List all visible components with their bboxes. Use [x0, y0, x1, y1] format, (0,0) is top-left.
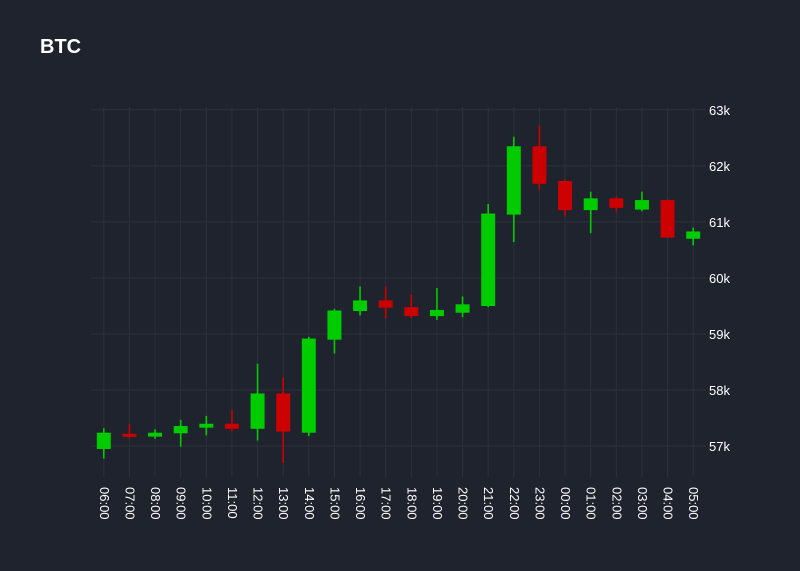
- y-tick-label: 63k: [709, 103, 730, 118]
- candle: [506, 136, 521, 243]
- candle: [404, 294, 419, 319]
- y-tick-label: 57k: [709, 439, 730, 454]
- candle: [660, 199, 675, 238]
- x-tick-label: 22:00: [507, 487, 522, 520]
- candle: [634, 191, 649, 212]
- candle: [609, 196, 624, 213]
- x-tick-label: 11:00: [225, 487, 240, 519]
- candle-body: [148, 432, 163, 437]
- candle-body: [404, 307, 419, 317]
- candle: [327, 308, 342, 354]
- y-tick-label: 61k: [709, 215, 730, 230]
- x-tick-label: 14:00: [302, 487, 317, 520]
- x-tick-label: 17:00: [379, 487, 394, 520]
- x-tick-label: 21:00: [481, 487, 496, 520]
- candle: [224, 409, 239, 432]
- x-tick-label: 19:00: [430, 487, 445, 520]
- x-tick-label: 13:00: [276, 487, 291, 520]
- y-tick-label: 60k: [709, 271, 730, 286]
- candle-body: [455, 304, 470, 313]
- grid: [91, 107, 706, 477]
- candle-body: [224, 423, 239, 429]
- candle-body: [199, 423, 214, 428]
- candle-body: [301, 338, 316, 433]
- candle-body: [122, 433, 137, 437]
- candle-body: [353, 300, 368, 312]
- candle: [429, 288, 444, 321]
- candle-body: [609, 198, 624, 208]
- x-tick-label: 10:00: [199, 487, 214, 520]
- y-tick-label: 58k: [709, 383, 730, 398]
- candle: [122, 423, 137, 438]
- candle: [481, 203, 496, 308]
- candle-body: [250, 393, 265, 429]
- candle-body: [429, 309, 444, 317]
- x-tick-label: 06:00: [97, 487, 112, 520]
- candle: [276, 377, 291, 463]
- candle-body: [686, 231, 701, 239]
- x-tick-label: 08:00: [148, 487, 163, 520]
- candle: [532, 125, 547, 190]
- candle-body: [532, 146, 547, 184]
- candle: [148, 429, 163, 439]
- candle-body: [634, 200, 649, 210]
- x-tick-label: 00:00: [558, 487, 573, 520]
- y-axis-ticks: 57k 58k 59k 60k 61k 62k 63k: [709, 103, 730, 454]
- candle: [686, 227, 701, 246]
- candle: [173, 419, 188, 447]
- x-tick-label: 07:00: [122, 487, 137, 520]
- x-tick-label: 04:00: [661, 487, 676, 520]
- x-tick-label: 15:00: [327, 487, 342, 520]
- candle-body: [506, 146, 521, 215]
- candle: [250, 363, 265, 441]
- x-tick-label: 23:00: [532, 487, 547, 520]
- candle-body: [276, 393, 291, 432]
- candle-body: [481, 213, 496, 307]
- x-tick-label: 02:00: [609, 487, 624, 520]
- x-tick-label: 01:00: [584, 487, 599, 520]
- chart-title: BTC: [40, 36, 82, 58]
- x-tick-label: 18:00: [404, 487, 419, 520]
- candle: [301, 336, 316, 437]
- x-axis-ticks: 06:00 07:00 08:00 09:00 10:00 11:00 12:00 13:00…: [97, 487, 701, 520]
- candle: [96, 428, 111, 459]
- candles: [96, 125, 701, 463]
- candle-body: [173, 425, 188, 434]
- candle-body: [558, 181, 573, 211]
- x-tick-label: 16:00: [353, 487, 368, 520]
- candle-body: [96, 432, 111, 449]
- y-tick-label: 59k: [709, 327, 730, 342]
- candle-body: [583, 198, 598, 211]
- candle: [378, 286, 393, 319]
- x-tick-label: 05:00: [686, 487, 701, 520]
- candle: [558, 179, 573, 217]
- candle-body: [327, 310, 342, 340]
- y-tick-label: 62k: [709, 159, 730, 174]
- candle-body: [378, 300, 393, 308]
- x-tick-label: 20:00: [456, 487, 471, 520]
- candle: [583, 191, 598, 234]
- candle: [199, 415, 214, 436]
- candle: [353, 286, 368, 316]
- x-tick-label: 12:00: [251, 487, 266, 520]
- x-tick-label: 09:00: [174, 487, 189, 520]
- candle-body: [660, 200, 675, 238]
- x-tick-label: 03:00: [635, 487, 650, 520]
- candle: [455, 296, 470, 318]
